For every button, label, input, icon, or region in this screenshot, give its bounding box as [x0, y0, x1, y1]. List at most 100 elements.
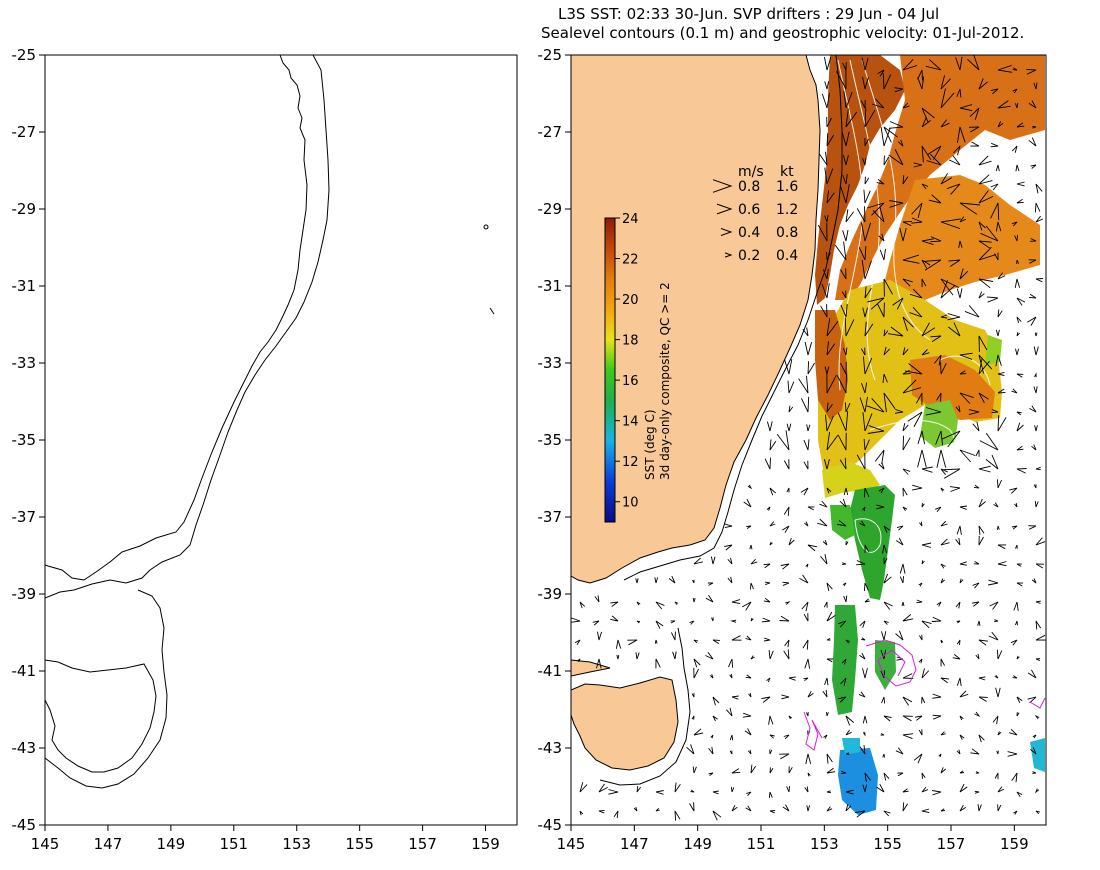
- velocity-arrow: [749, 544, 753, 550]
- velocity-arrow: [978, 221, 986, 231]
- velocity-arrow: [766, 677, 771, 683]
- velocity-arrow: [935, 506, 942, 512]
- velocity-arrow: [1028, 525, 1037, 530]
- velocity-arrow: [889, 200, 904, 208]
- velocity-arrow: [921, 466, 933, 473]
- velocity-arrow: [705, 652, 714, 660]
- velocity-arrow: [1016, 563, 1022, 567]
- velocity-arrow: [978, 190, 994, 204]
- velocity-arrow: [1028, 259, 1037, 264]
- right-y-tick-label: -35: [538, 431, 563, 449]
- velocity-arrow: [1011, 525, 1018, 530]
- velocity-arrow: [876, 179, 885, 185]
- velocity-arrow: [912, 484, 923, 491]
- velocity-arrow: [978, 734, 985, 743]
- velocity-arrow: [996, 750, 999, 755]
- velocity-arrow: [783, 506, 790, 516]
- velocity-arrow: [783, 459, 790, 470]
- velocity-arrow: [784, 639, 790, 648]
- velocity-arrow: [880, 670, 886, 679]
- velocity-arrow: [608, 789, 619, 795]
- velocity-arrow: [636, 620, 641, 624]
- right-y-tick-label: -37: [538, 508, 563, 526]
- velocity-arrow: [763, 563, 771, 569]
- velocity-arrow: [654, 577, 659, 584]
- velocity-arrow: [949, 486, 961, 492]
- velocity-arrow: [862, 506, 866, 512]
- velocity-arrow: [997, 804, 1002, 812]
- velocity-arrow: [1016, 259, 1020, 265]
- velocity-arrow: [936, 392, 942, 402]
- velocity-arrow: [975, 653, 980, 660]
- velocity-arrow: [974, 711, 981, 718]
- velocity-arrow: [896, 537, 904, 546]
- velocity-arrow: [892, 297, 904, 310]
- left-tasmania-contour: [45, 589, 168, 789]
- colorbar-ticks: 24 22 20 18 16 14 12 10: [615, 212, 639, 511]
- velocity-arrow: [786, 423, 792, 432]
- velocity-arrow: [1035, 215, 1043, 223]
- velocity-arrow: [842, 229, 849, 242]
- velocity-arrow: [764, 581, 771, 586]
- velocity-arrow: [574, 639, 581, 645]
- velocity-arrow: [821, 93, 830, 109]
- velocity-arrow: [731, 599, 741, 605]
- velocity-arrow: [997, 525, 1000, 530]
- velocity-arrow: [742, 712, 752, 718]
- velocity-arrow: [921, 145, 932, 163]
- velocity-arrow: [899, 228, 907, 242]
- velocity-arrow: [729, 750, 733, 755]
- sealevel-contour-6: [939, 355, 991, 386]
- colorbar-gradient: [604, 217, 616, 523]
- velocity-arrow: [968, 126, 980, 133]
- velocity-arrow: [769, 439, 777, 451]
- velocity-arrow: [729, 734, 734, 741]
- velocity-arrow: [1031, 578, 1037, 584]
- velocity-arrow: [787, 380, 795, 394]
- velocity-arrow: [878, 233, 885, 242]
- velocity-arrow: [839, 184, 850, 204]
- velocity-arrow: [801, 601, 809, 612]
- velocity-arrow: [902, 614, 914, 622]
- velocity-arrow: [959, 104, 973, 112]
- velocity-arrow: [921, 183, 929, 190]
- velocity-arrow: [993, 502, 999, 508]
- velocity-arrow: [579, 810, 584, 816]
- velocity-arrow: [691, 715, 695, 720]
- velocity-arrow: [712, 810, 722, 821]
- velocity-arrow: [627, 639, 638, 646]
- velocity-arrow: [997, 731, 1002, 736]
- velocity-arrow: [1014, 278, 1021, 288]
- velocity-arrow: [941, 468, 961, 479]
- velocity-arrow: [782, 581, 790, 586]
- velocity-arrow: [1016, 297, 1026, 306]
- velocity-arrow: [842, 562, 847, 566]
- right-map-panel: 145 147 149 151 153 155 157 159 -25 -27 -29 -31 -33 -…: [538, 46, 1047, 853]
- velocity-arrow: [902, 102, 910, 109]
- velocity-arrow: [1032, 734, 1037, 739]
- velocity-arrow: [863, 438, 870, 451]
- velocity-arrow: [1031, 444, 1037, 451]
- velocity-arrow: [867, 202, 885, 216]
- velocity-arrow: [1034, 202, 1041, 213]
- velocity-arrow: [977, 804, 982, 812]
- velocity-arrow: [995, 221, 1002, 232]
- velocity-arrow: [975, 449, 980, 457]
- right-x-tick-label: 157: [937, 835, 966, 853]
- velocity-arrow: [997, 388, 1006, 394]
- velocity-arrow: [872, 206, 885, 223]
- velocity-arrow: [940, 119, 950, 128]
- left-y-tick-label: -45: [12, 816, 37, 834]
- velocity-arrow: [712, 696, 720, 706]
- velocity-arrow: [940, 578, 945, 584]
- velocity-arrow: [856, 452, 866, 470]
- velocity-arrow: [788, 715, 792, 720]
- velocity-arrow: [883, 126, 898, 143]
- velocity-arrow: [909, 288, 923, 299]
- velocity-arrow: [693, 658, 701, 668]
- velocity-arrow: [841, 290, 847, 299]
- velocity-arrow: [826, 251, 831, 261]
- velocity-arrow: [1035, 278, 1043, 283]
- velocity-arrow: [1015, 164, 1020, 172]
- velocity-arrow: [1011, 145, 1018, 153]
